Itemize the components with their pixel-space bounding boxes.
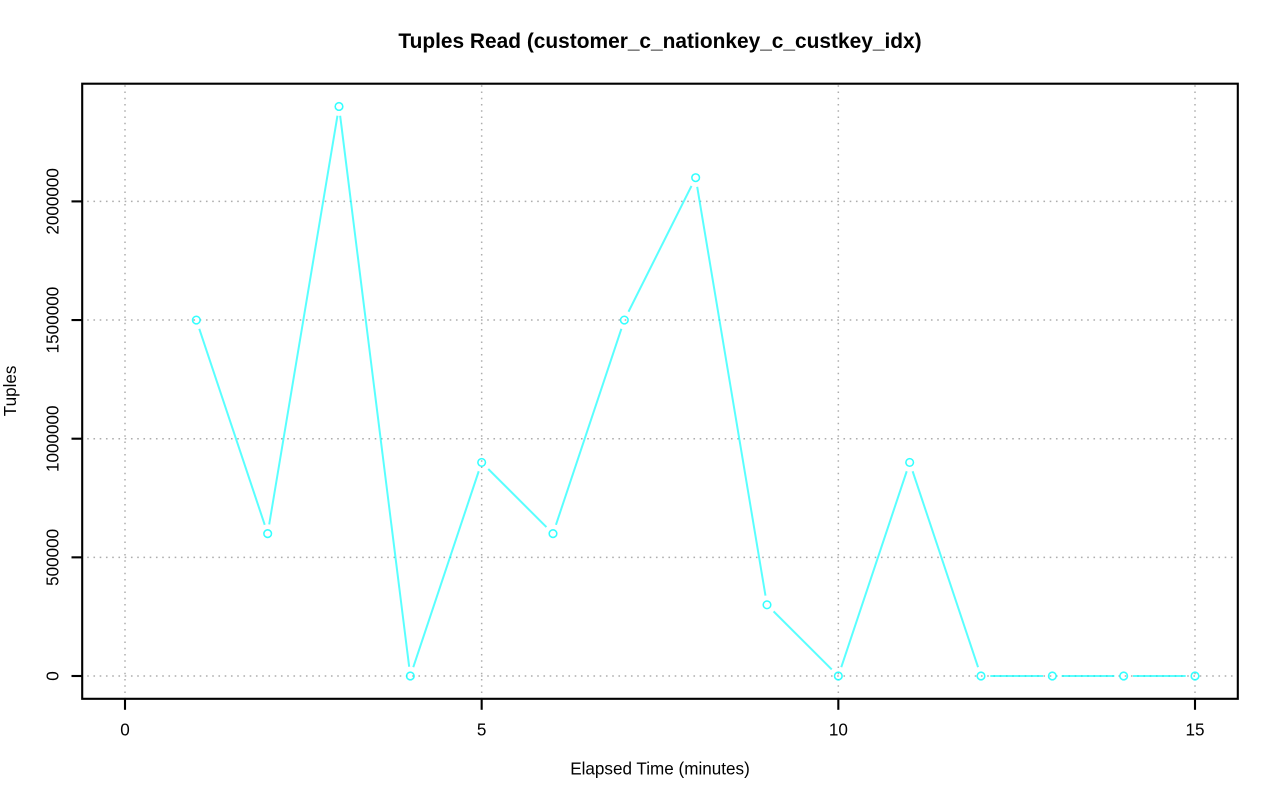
svg-text:10: 10 bbox=[829, 720, 848, 739]
svg-text:1500000: 1500000 bbox=[44, 287, 63, 354]
svg-text:Tuples Read (customer_c_nation: Tuples Read (customer_c_nationkey_c_cust… bbox=[398, 30, 921, 53]
svg-text:500000: 500000 bbox=[44, 529, 63, 586]
svg-text:1000000: 1000000 bbox=[44, 405, 63, 472]
svg-text:2000000: 2000000 bbox=[44, 168, 63, 235]
svg-text:15: 15 bbox=[1185, 720, 1204, 739]
svg-text:5: 5 bbox=[477, 720, 487, 739]
svg-text:Tuples: Tuples bbox=[1, 366, 20, 417]
svg-text:0: 0 bbox=[44, 671, 63, 681]
svg-text:Elapsed Time (minutes): Elapsed Time (minutes) bbox=[570, 760, 750, 779]
svg-text:0: 0 bbox=[120, 720, 130, 739]
